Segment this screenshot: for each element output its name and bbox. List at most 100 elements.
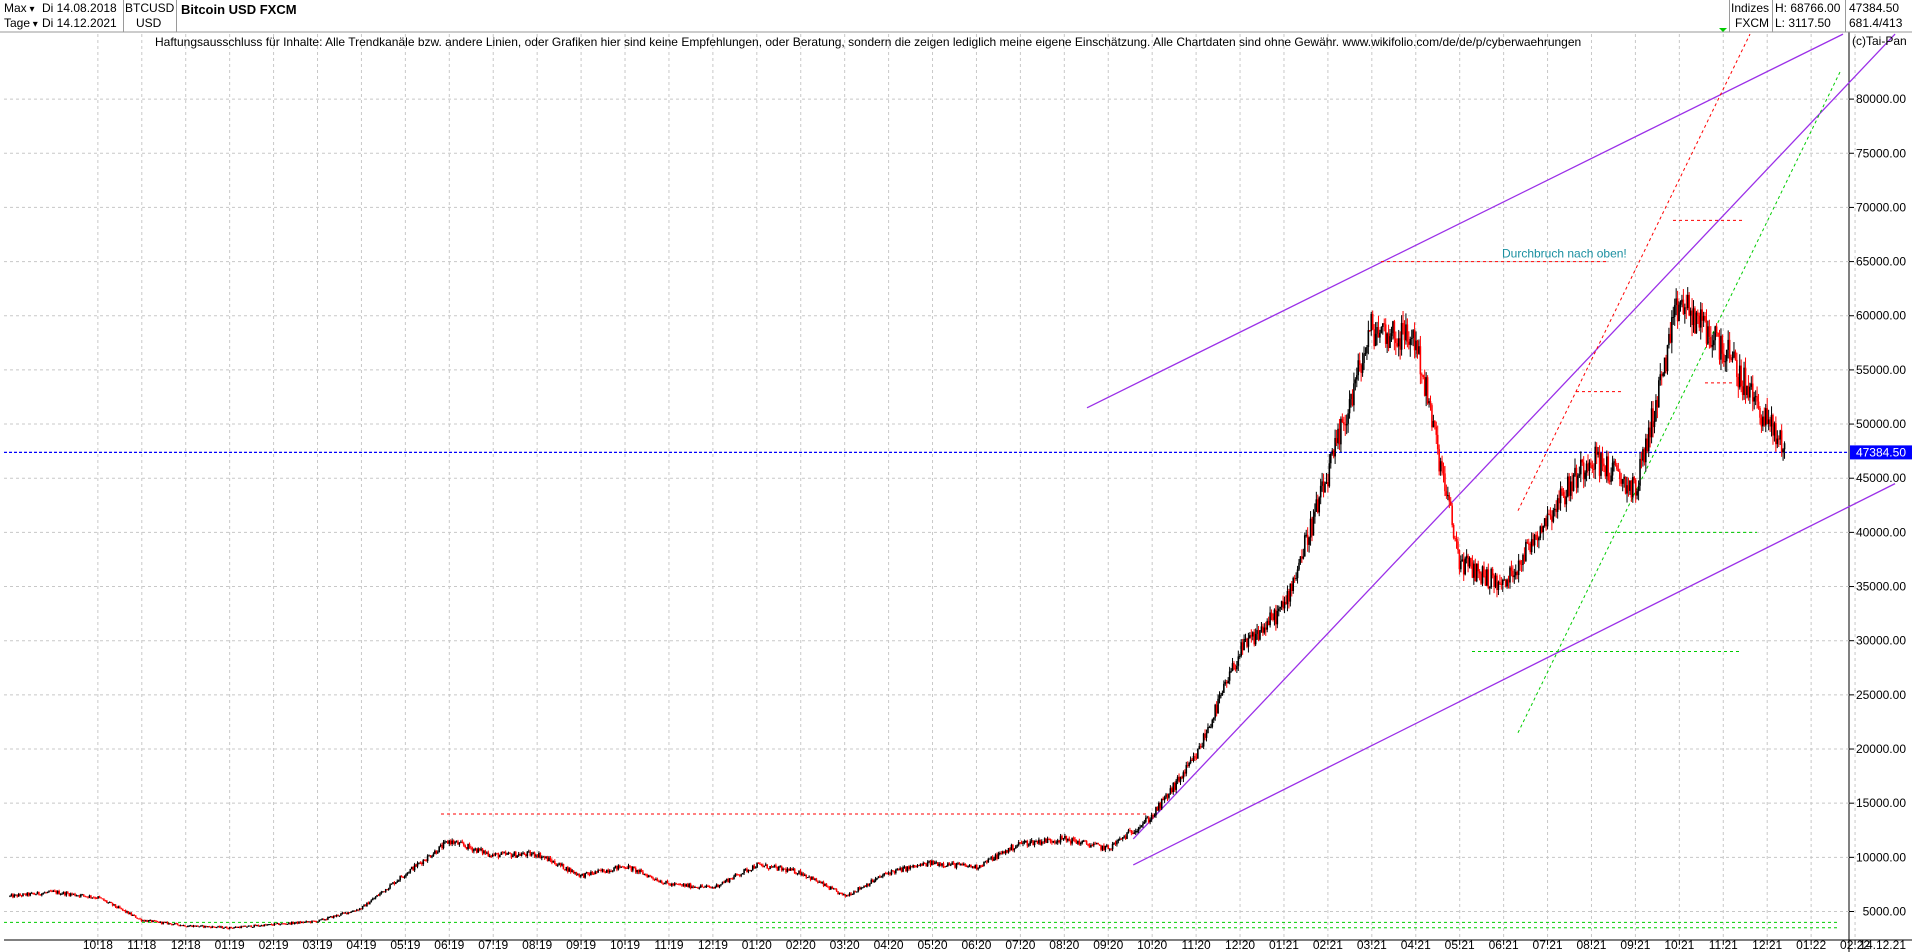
candle-body — [149, 919, 151, 921]
candle-body — [1214, 704, 1216, 718]
period-selector[interactable]: Tage — [4, 16, 38, 32]
copyright-text: (c)Tai-Pan — [1852, 34, 1907, 48]
candle-body — [330, 916, 332, 918]
candle-body — [1738, 365, 1741, 388]
candle-body — [658, 881, 660, 883]
x-tick-label: 09.20 — [1093, 938, 1123, 952]
candle-body — [422, 859, 425, 865]
candle-body — [568, 868, 571, 872]
candle-body — [584, 872, 586, 878]
resistance-trend-line — [1517, 33, 1751, 511]
candle-body — [910, 866, 913, 868]
x-tick-label: 09.19 — [566, 938, 596, 952]
candle-body — [410, 866, 413, 870]
candle-body — [114, 904, 117, 907]
candle-body — [551, 860, 553, 863]
candle-body — [1386, 333, 1388, 344]
candle-body — [1325, 482, 1328, 484]
index-label: Indizes — [1731, 1, 1770, 15]
candle-body — [53, 890, 56, 892]
candle-body — [1496, 575, 1498, 591]
candle-body — [1202, 733, 1205, 747]
range-selector[interactable]: Max — [4, 1, 34, 17]
candle-body — [799, 870, 802, 875]
candle-body — [1173, 782, 1176, 790]
signal-marker-icon — [1719, 28, 1727, 32]
candle-body — [1679, 302, 1682, 305]
candle-body — [199, 925, 202, 927]
candle-body — [1519, 560, 1521, 565]
candle-body — [1724, 361, 1727, 363]
candle-body — [75, 895, 78, 897]
candle-body — [1301, 556, 1303, 559]
candle-body — [426, 855, 429, 861]
candle-body — [1551, 516, 1553, 522]
candle-body — [715, 884, 718, 888]
candle-body — [1410, 337, 1413, 339]
candle-body — [958, 863, 961, 865]
candle-body — [1341, 418, 1344, 423]
candle-body — [1535, 534, 1537, 536]
candle-body — [988, 858, 991, 860]
candle-body — [1360, 365, 1362, 373]
candle-body — [1158, 802, 1160, 811]
candle-body — [397, 880, 400, 882]
candle-body — [1493, 575, 1495, 588]
candle-body — [507, 852, 510, 854]
candle-body — [409, 869, 412, 873]
candle-body — [665, 880, 667, 884]
candle-body — [1302, 556, 1305, 559]
candle-body — [520, 854, 523, 856]
candle-body — [1523, 554, 1526, 561]
candle-body — [451, 840, 453, 844]
candle-body — [233, 927, 235, 929]
candle-body — [1546, 513, 1549, 527]
candle-body — [688, 883, 690, 888]
candle-body — [1327, 482, 1329, 487]
candle-body — [1754, 396, 1757, 398]
candle-body — [1039, 839, 1042, 845]
candle-body — [363, 904, 365, 907]
exchange-label: FXCM — [1735, 16, 1769, 30]
candle-body — [512, 855, 514, 858]
candle-body — [1395, 338, 1397, 344]
candle-body — [413, 864, 416, 871]
candle-body — [597, 869, 599, 873]
x-tick-label: 10.20 — [1137, 938, 1167, 952]
x-tick-label: 06.21 — [1489, 938, 1519, 952]
candle-body — [288, 922, 290, 924]
candle-body — [69, 893, 72, 896]
candle-body — [84, 895, 86, 897]
candle-body — [1616, 465, 1618, 470]
y-tick-label: 30000.00 — [1856, 634, 1906, 648]
candle-body — [1098, 844, 1101, 846]
candle-body — [539, 853, 542, 859]
candle-body — [928, 860, 930, 863]
candle-body — [819, 881, 822, 883]
candle-body — [556, 865, 559, 867]
candle-body — [491, 854, 494, 857]
candle-body — [1561, 488, 1563, 493]
candle-body — [95, 898, 98, 900]
candle-body — [766, 864, 769, 869]
candle-body — [480, 848, 482, 851]
candle-body — [697, 887, 699, 889]
candle-body — [1020, 842, 1023, 844]
candle-body — [231, 927, 234, 929]
candle-body — [1337, 428, 1339, 444]
candle-body — [529, 851, 532, 856]
candle-body — [681, 884, 683, 886]
candle-body — [283, 923, 286, 925]
candle-body — [406, 872, 409, 875]
candle-body — [829, 886, 832, 890]
candle-body — [318, 919, 321, 922]
candle-body — [1316, 499, 1319, 513]
candle-body — [366, 902, 368, 907]
candle-body — [1124, 836, 1127, 839]
candle-body — [882, 875, 884, 877]
candle-body — [1478, 571, 1481, 574]
candle-body — [1749, 386, 1751, 398]
candle-body — [1181, 776, 1183, 779]
chart-title: Bitcoin USD FXCM — [181, 2, 297, 17]
candle-body — [1308, 537, 1310, 545]
